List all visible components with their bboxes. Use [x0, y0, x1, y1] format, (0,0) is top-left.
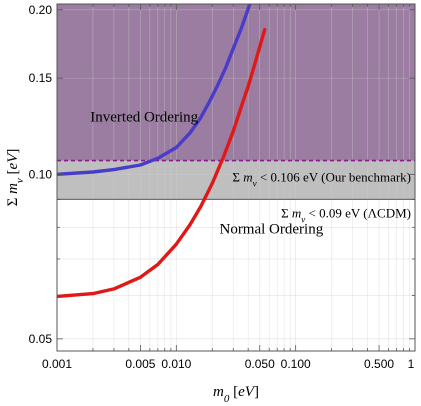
series-line-inverted-ordering [57, 4, 252, 176]
threshold-layer [57, 159, 415, 200]
x-tick-label: 0.050 [245, 357, 275, 371]
region-layer [57, 4, 415, 200]
x-axis-title: m0 [eV] [213, 384, 259, 405]
grid-layer [57, 4, 415, 351]
axis-titles: m0 [eV] Σ mν [eV] [5, 149, 259, 405]
x-tick-label: 0.005 [125, 357, 155, 371]
tick-layer: 0.001 0.005 0.010 0.050 0.100 0.500 1 0.05 0.10 0… [29, 3, 416, 371]
y-tick-label: 0.15 [29, 71, 53, 85]
x-tick-label: 0.010 [161, 357, 191, 371]
region-inverted-ordering [57, 4, 415, 161]
annotation-normal-ordering: Normal Ordering [219, 221, 323, 237]
x-tick-label: 0.001 [42, 357, 72, 371]
y-tick-label: 0.20 [29, 3, 53, 17]
threshold-label-lcdm: Σ mν < 0.09 eV (ΛCDM) [281, 205, 411, 224]
region-benchmark-band [57, 160, 415, 200]
threshold-label-benchmark: Σ mν < 0.106 eV (Our benchmark) [232, 170, 411, 189]
x-tick-label: 0.500 [364, 357, 394, 371]
y-axis-title: Σ mν [eV] [5, 149, 26, 207]
y-tick-label: 0.05 [29, 332, 53, 346]
x-tick-label: 1 [408, 357, 415, 371]
plot-frame [56, 3, 416, 352]
y-tick-label: 0.10 [29, 167, 53, 181]
annotation-inverted-ordering: Inverted Ordering [90, 109, 198, 125]
series-layer [57, 4, 267, 299]
series-line-normal-ordering [57, 27, 267, 299]
x-tick-label: 0.100 [281, 357, 311, 371]
